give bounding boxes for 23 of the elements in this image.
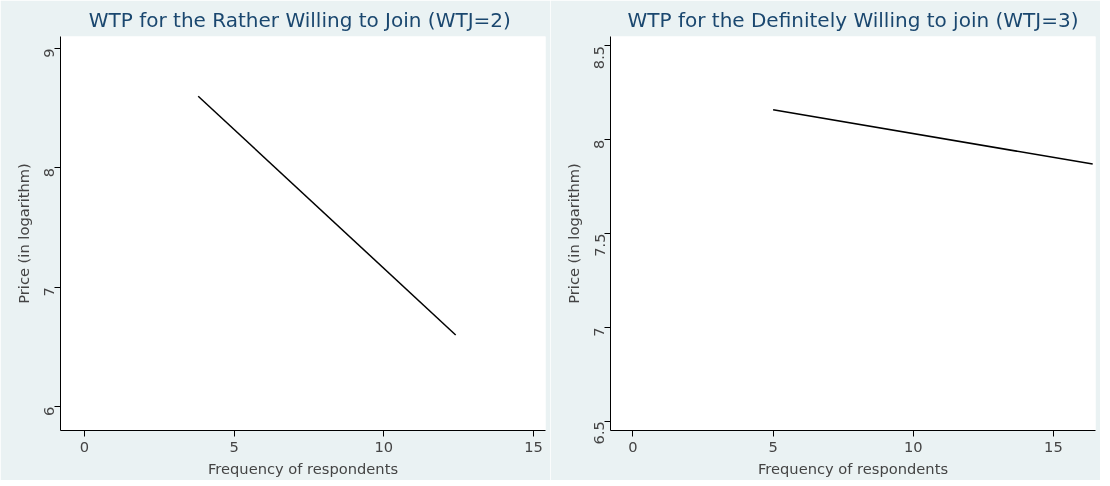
x-tick-label: 10 <box>903 437 923 455</box>
y-axis-title: Price (in logarithm) <box>564 163 582 304</box>
chart-title: WTP for the Definitely Willing to join (WTJ=3) <box>627 7 1079 32</box>
x-axis-title: Frequency of respondents <box>207 459 399 477</box>
x-tick-label: 15 <box>1044 437 1063 455</box>
y-tick-label: 8 <box>40 167 58 178</box>
x-tick-label: 0 <box>79 437 90 455</box>
y-tick-label: 7.5 <box>590 233 608 257</box>
y-tick-label: 7 <box>40 287 58 297</box>
y-axis-title: Price (in logarithm) <box>14 163 32 304</box>
y-tick-label: 6 <box>40 406 58 416</box>
y-tick-label: 7 <box>590 327 608 337</box>
x-tick-label: 0 <box>628 437 638 455</box>
x-tick-label: 15 <box>524 437 543 455</box>
y-tick-label: 6.5 <box>590 421 608 445</box>
x-tick-label: 10 <box>374 437 394 455</box>
y-tick-label: 8.5 <box>590 45 608 70</box>
y-tick-label: 8 <box>590 139 608 150</box>
y-tick-label: 9 <box>40 48 58 58</box>
x-tick-label: 5 <box>768 437 778 455</box>
x-tick-label: 5 <box>229 437 239 455</box>
chart-title: WTP for the Rather Willing to Join (WTJ=2) <box>88 7 511 32</box>
x-axis-title: Frequency of respondents <box>757 459 949 477</box>
